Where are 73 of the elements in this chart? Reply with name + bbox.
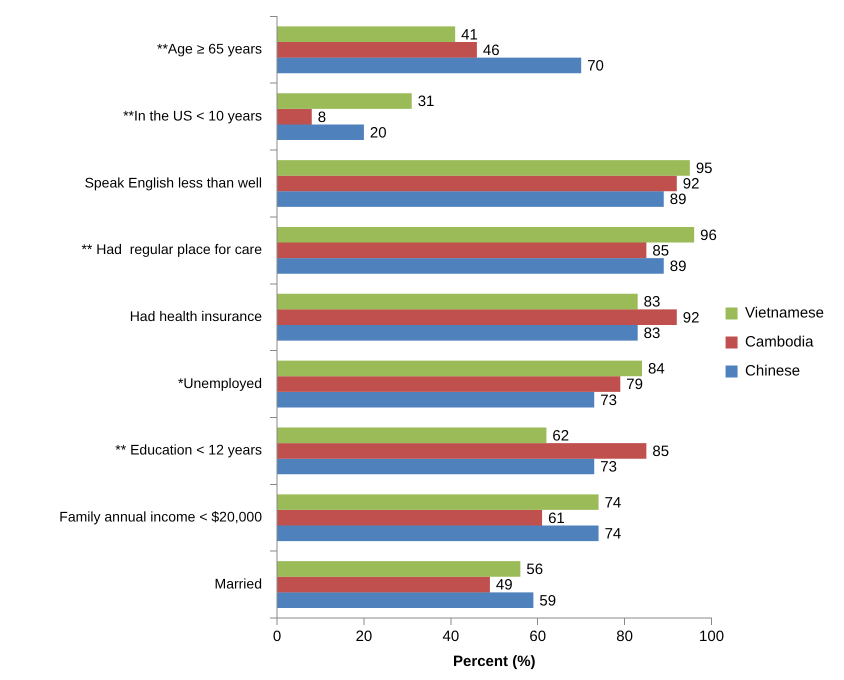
y-tick-label: ** Had regular place for care xyxy=(81,241,262,258)
data-label: 83 xyxy=(644,324,660,342)
x-tick-label: 40 xyxy=(442,628,460,646)
data-label: 46 xyxy=(482,42,500,59)
bar xyxy=(278,592,534,608)
legend-label: Chinese xyxy=(745,362,800,380)
data-label: 96 xyxy=(700,226,717,244)
data-label: 92 xyxy=(682,176,700,193)
bar xyxy=(278,258,664,274)
data-label: 31 xyxy=(418,93,434,110)
data-label: 79 xyxy=(626,376,643,394)
bar xyxy=(278,108,312,124)
y-tick-label: **In the US < 10 years xyxy=(123,108,262,124)
bar xyxy=(278,58,582,74)
y-tick-label: *Unemployed xyxy=(178,374,262,391)
data-label: 92 xyxy=(682,309,700,326)
data-label: 56 xyxy=(526,561,544,578)
x-tick-label: 0 xyxy=(272,628,282,646)
data-label: 59 xyxy=(539,592,556,610)
bar xyxy=(278,526,599,542)
data-label: 41 xyxy=(461,26,478,44)
data-label: 62 xyxy=(552,427,570,444)
data-label: 95 xyxy=(696,160,713,178)
bar xyxy=(278,360,642,376)
bar xyxy=(278,510,542,526)
bar xyxy=(278,242,646,258)
bar xyxy=(278,191,664,207)
bar xyxy=(278,443,646,459)
data-label: 85 xyxy=(652,443,670,460)
bar xyxy=(278,294,638,310)
data-label: 74 xyxy=(604,494,622,512)
data-label: 74 xyxy=(604,525,622,542)
bar xyxy=(278,160,690,176)
bar xyxy=(278,392,594,408)
x-tick-label: 80 xyxy=(616,628,633,646)
bar xyxy=(278,427,546,444)
data-label: 73 xyxy=(600,458,617,476)
data-label: 20 xyxy=(370,124,387,142)
bar xyxy=(278,176,677,192)
bar xyxy=(278,458,594,474)
legend-label: Cambodia xyxy=(745,334,814,351)
bar xyxy=(278,576,490,592)
y-tick-label: Married xyxy=(214,575,262,592)
x-axis-title: Percent (%) xyxy=(453,653,536,670)
y-tick-label: ** Education < 12 years xyxy=(115,442,262,458)
bar xyxy=(278,226,694,243)
bar xyxy=(278,561,520,577)
x-tick-label: 100 xyxy=(699,628,724,646)
y-tick-label: Family annual income < $20,000 xyxy=(59,508,262,525)
x-tick-label: 20 xyxy=(356,628,372,646)
bar xyxy=(278,376,620,392)
y-tick-label: Had health insurance xyxy=(130,308,262,324)
y-tick-label: Speak English less than well xyxy=(84,174,262,190)
bar xyxy=(278,124,364,140)
data-label: 49 xyxy=(496,576,513,594)
data-label: 85 xyxy=(652,242,670,260)
data-label: 70 xyxy=(587,58,604,75)
bar xyxy=(278,494,599,510)
bar xyxy=(278,26,456,42)
legend-label: Vietnamese xyxy=(745,304,824,322)
bar xyxy=(278,42,477,58)
data-label: 84 xyxy=(648,360,665,378)
data-label: 83 xyxy=(644,294,660,311)
data-label: 73 xyxy=(600,392,617,409)
bar xyxy=(278,93,412,109)
y-tick-label: **Age ≥ 65 years xyxy=(157,40,262,57)
bar xyxy=(278,309,677,325)
bar xyxy=(278,325,638,341)
data-label: 89 xyxy=(670,258,686,276)
data-label: 89 xyxy=(670,191,686,208)
data-label: 61 xyxy=(548,510,565,527)
x-tick-label: 60 xyxy=(529,628,546,646)
data-label: 8 xyxy=(318,108,326,126)
